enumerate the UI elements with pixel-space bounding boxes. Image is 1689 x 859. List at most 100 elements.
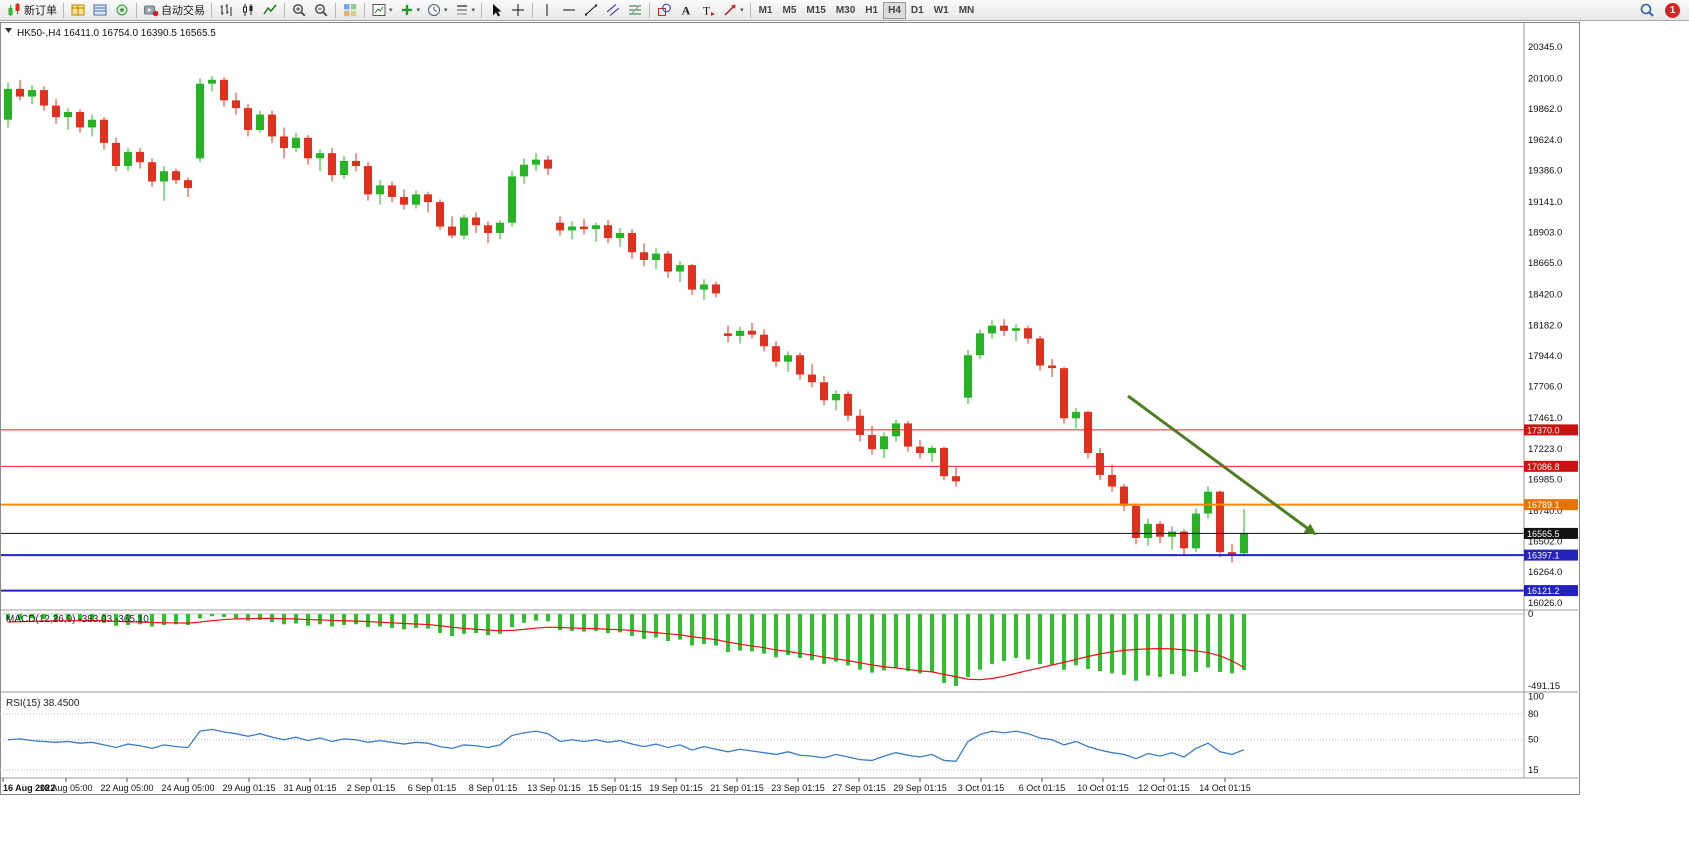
timeframe-button-d1[interactable]: D1 — [906, 2, 929, 19]
tile-windows-button[interactable] — [339, 1, 361, 20]
toolbar-separator — [481, 2, 483, 18]
fibonacci-icon — [629, 4, 642, 16]
price-tag — [1524, 424, 1578, 436]
toolbar-separator — [136, 2, 137, 18]
timeframe-button-m5[interactable]: M5 — [777, 2, 801, 19]
timeframe-button-h1[interactable]: H1 — [860, 2, 883, 19]
timeframe-button-m30[interactable]: M30 — [831, 2, 860, 19]
data-window-button[interactable] — [89, 1, 111, 20]
svg-text:20345.0: 20345.0 — [1528, 42, 1562, 53]
arrow-tool-icon — [724, 4, 736, 16]
timeframe-button-m1[interactable]: M1 — [754, 2, 778, 19]
toolbar-separator — [532, 2, 534, 18]
bars-chart-icon — [220, 4, 232, 16]
market-watch-button[interactable] — [67, 1, 89, 20]
timeframe-button-h4[interactable]: H4 — [883, 1, 906, 19]
horizontal-line-button[interactable] — [558, 1, 580, 20]
zoom-in-button[interactable] — [288, 1, 310, 20]
dropdown-caret-icon: ▾ — [444, 6, 448, 14]
new-order-icon — [8, 3, 20, 16]
svg-text:17944.0: 17944.0 — [1528, 351, 1562, 362]
hline-icon — [563, 9, 576, 11]
channel-icon — [606, 4, 620, 16]
chart-border — [0, 22, 1580, 795]
chart-canvas[interactable]: 20345.0 20100.0 19862.0 19624.0 19386.0 19141… — [0, 22, 1580, 795]
toolbar-separator — [284, 2, 285, 18]
crosshair-button[interactable] — [507, 1, 529, 20]
trendline-button[interactable] — [580, 1, 602, 20]
trendline-icon — [585, 4, 598, 16]
rsi-pane: 100 80 50 15 RSI(15) 38.4500 — [0, 692, 1544, 776]
fibonacci-button[interactable] — [624, 1, 646, 20]
toolbar-separator — [749, 2, 751, 18]
navigator-button[interactable] — [111, 1, 133, 20]
macd-pane: 0 -491.15 MACD(12,26,9) -383.03 -365.10 — [0, 609, 1560, 692]
svg-text:16985.0: 16985.0 — [1528, 474, 1562, 485]
text-A-icon: A — [682, 4, 691, 18]
bar-chart-button[interactable] — [215, 1, 237, 20]
line-chart-button[interactable] — [259, 1, 281, 20]
candlestick-chart-button[interactable] — [237, 1, 259, 20]
vertical-line-button[interactable] — [536, 1, 558, 20]
indicators-button[interactable]: ▾ — [368, 1, 396, 20]
periods-button[interactable]: ▾ — [423, 1, 451, 20]
svg-text:31 Aug 01:15: 31 Aug 01:15 — [283, 783, 336, 793]
autotrading-icon — [144, 5, 159, 17]
svg-text:T: T — [703, 4, 711, 18]
svg-text:18420.0: 18420.0 — [1528, 290, 1562, 301]
svg-text:16397.1: 16397.1 — [1527, 551, 1560, 561]
new-order-button-label: 新订单 — [24, 5, 57, 17]
templates-button[interactable]: ▾ — [451, 1, 479, 20]
chart-window[interactable]: 20345.0 20100.0 19862.0 19624.0 19386.0 19141… — [0, 22, 1580, 795]
label-button[interactable]: T — [697, 1, 719, 20]
macd-label: MACD(12,26,9) -383.03 -365.10 — [6, 614, 149, 625]
svg-text:29 Aug 01:15: 29 Aug 01:15 — [222, 783, 275, 793]
svg-text:16264.0: 16264.0 — [1528, 567, 1562, 578]
add-indicator-button[interactable]: ▾ — [396, 1, 424, 20]
cursor-button[interactable] — [485, 1, 507, 20]
macd-signal-line — [7, 617, 1245, 681]
toolbar-separator — [211, 2, 212, 18]
svg-text:19 Sep 01:15: 19 Sep 01:15 — [649, 783, 703, 793]
add-indicator-icon — [401, 5, 412, 15]
svg-text:6 Oct 01:15: 6 Oct 01:15 — [1019, 783, 1066, 793]
autotrading-button[interactable]: 自动交易 — [140, 1, 208, 20]
svg-text:17086.8: 17086.8 — [1527, 462, 1560, 472]
data-window-icon — [93, 4, 107, 16]
toolbar-right-group: 1 — [1636, 1, 1686, 20]
arrows-button[interactable]: ▾ — [719, 1, 747, 20]
chart-menu-icon[interactable] — [5, 28, 12, 33]
cursor-icon — [493, 4, 502, 17]
svg-text:10 Oct 01:15: 10 Oct 01:15 — [1077, 783, 1129, 793]
timeframe-button-w1[interactable]: W1 — [929, 2, 954, 19]
new-order-button[interactable]: 新订单 — [3, 1, 60, 20]
search-button[interactable] — [1636, 1, 1658, 20]
timeframe-button-m15[interactable]: M15 — [801, 2, 830, 19]
svg-text:14 Oct 01:15: 14 Oct 01:15 — [1199, 783, 1251, 793]
shapes-button[interactable] — [653, 1, 675, 20]
trend-arrow[interactable] — [1127, 394, 1317, 536]
notification-badge[interactable]: 1 — [1665, 2, 1680, 18]
channel-button[interactable] — [602, 1, 624, 20]
timeframe-button-mn[interactable]: MN — [954, 2, 980, 19]
text-button[interactable]: A — [675, 1, 697, 20]
dropdown-caret-icon: ▾ — [471, 6, 476, 14]
svg-text:16502.0: 16502.0 — [1528, 537, 1562, 548]
price-tags-layer: 17370.0 17086.8 16789.1 16565.5 16397.1 16121… — [1524, 424, 1578, 597]
svg-text:19386.0: 19386.0 — [1528, 165, 1562, 176]
toolbar-separator — [63, 2, 64, 18]
templates-icon — [456, 5, 467, 15]
svg-text:17370.0: 17370.0 — [1527, 425, 1560, 435]
price-axis[interactable]: 20345.0 20100.0 19862.0 19624.0 19386.0 19141… — [1528, 42, 1562, 609]
crosshair-icon — [512, 4, 525, 16]
toolbar-separator — [364, 2, 365, 18]
svg-text:29 Sep 01:15: 29 Sep 01:15 — [893, 783, 947, 793]
candles-chart-icon — [243, 4, 253, 16]
zoom-out-button[interactable] — [310, 1, 332, 20]
search-icon — [1640, 3, 1654, 17]
svg-text:A: A — [682, 4, 691, 18]
dropdown-caret-icon: ▾ — [389, 6, 393, 14]
chart-background — [0, 22, 1580, 795]
